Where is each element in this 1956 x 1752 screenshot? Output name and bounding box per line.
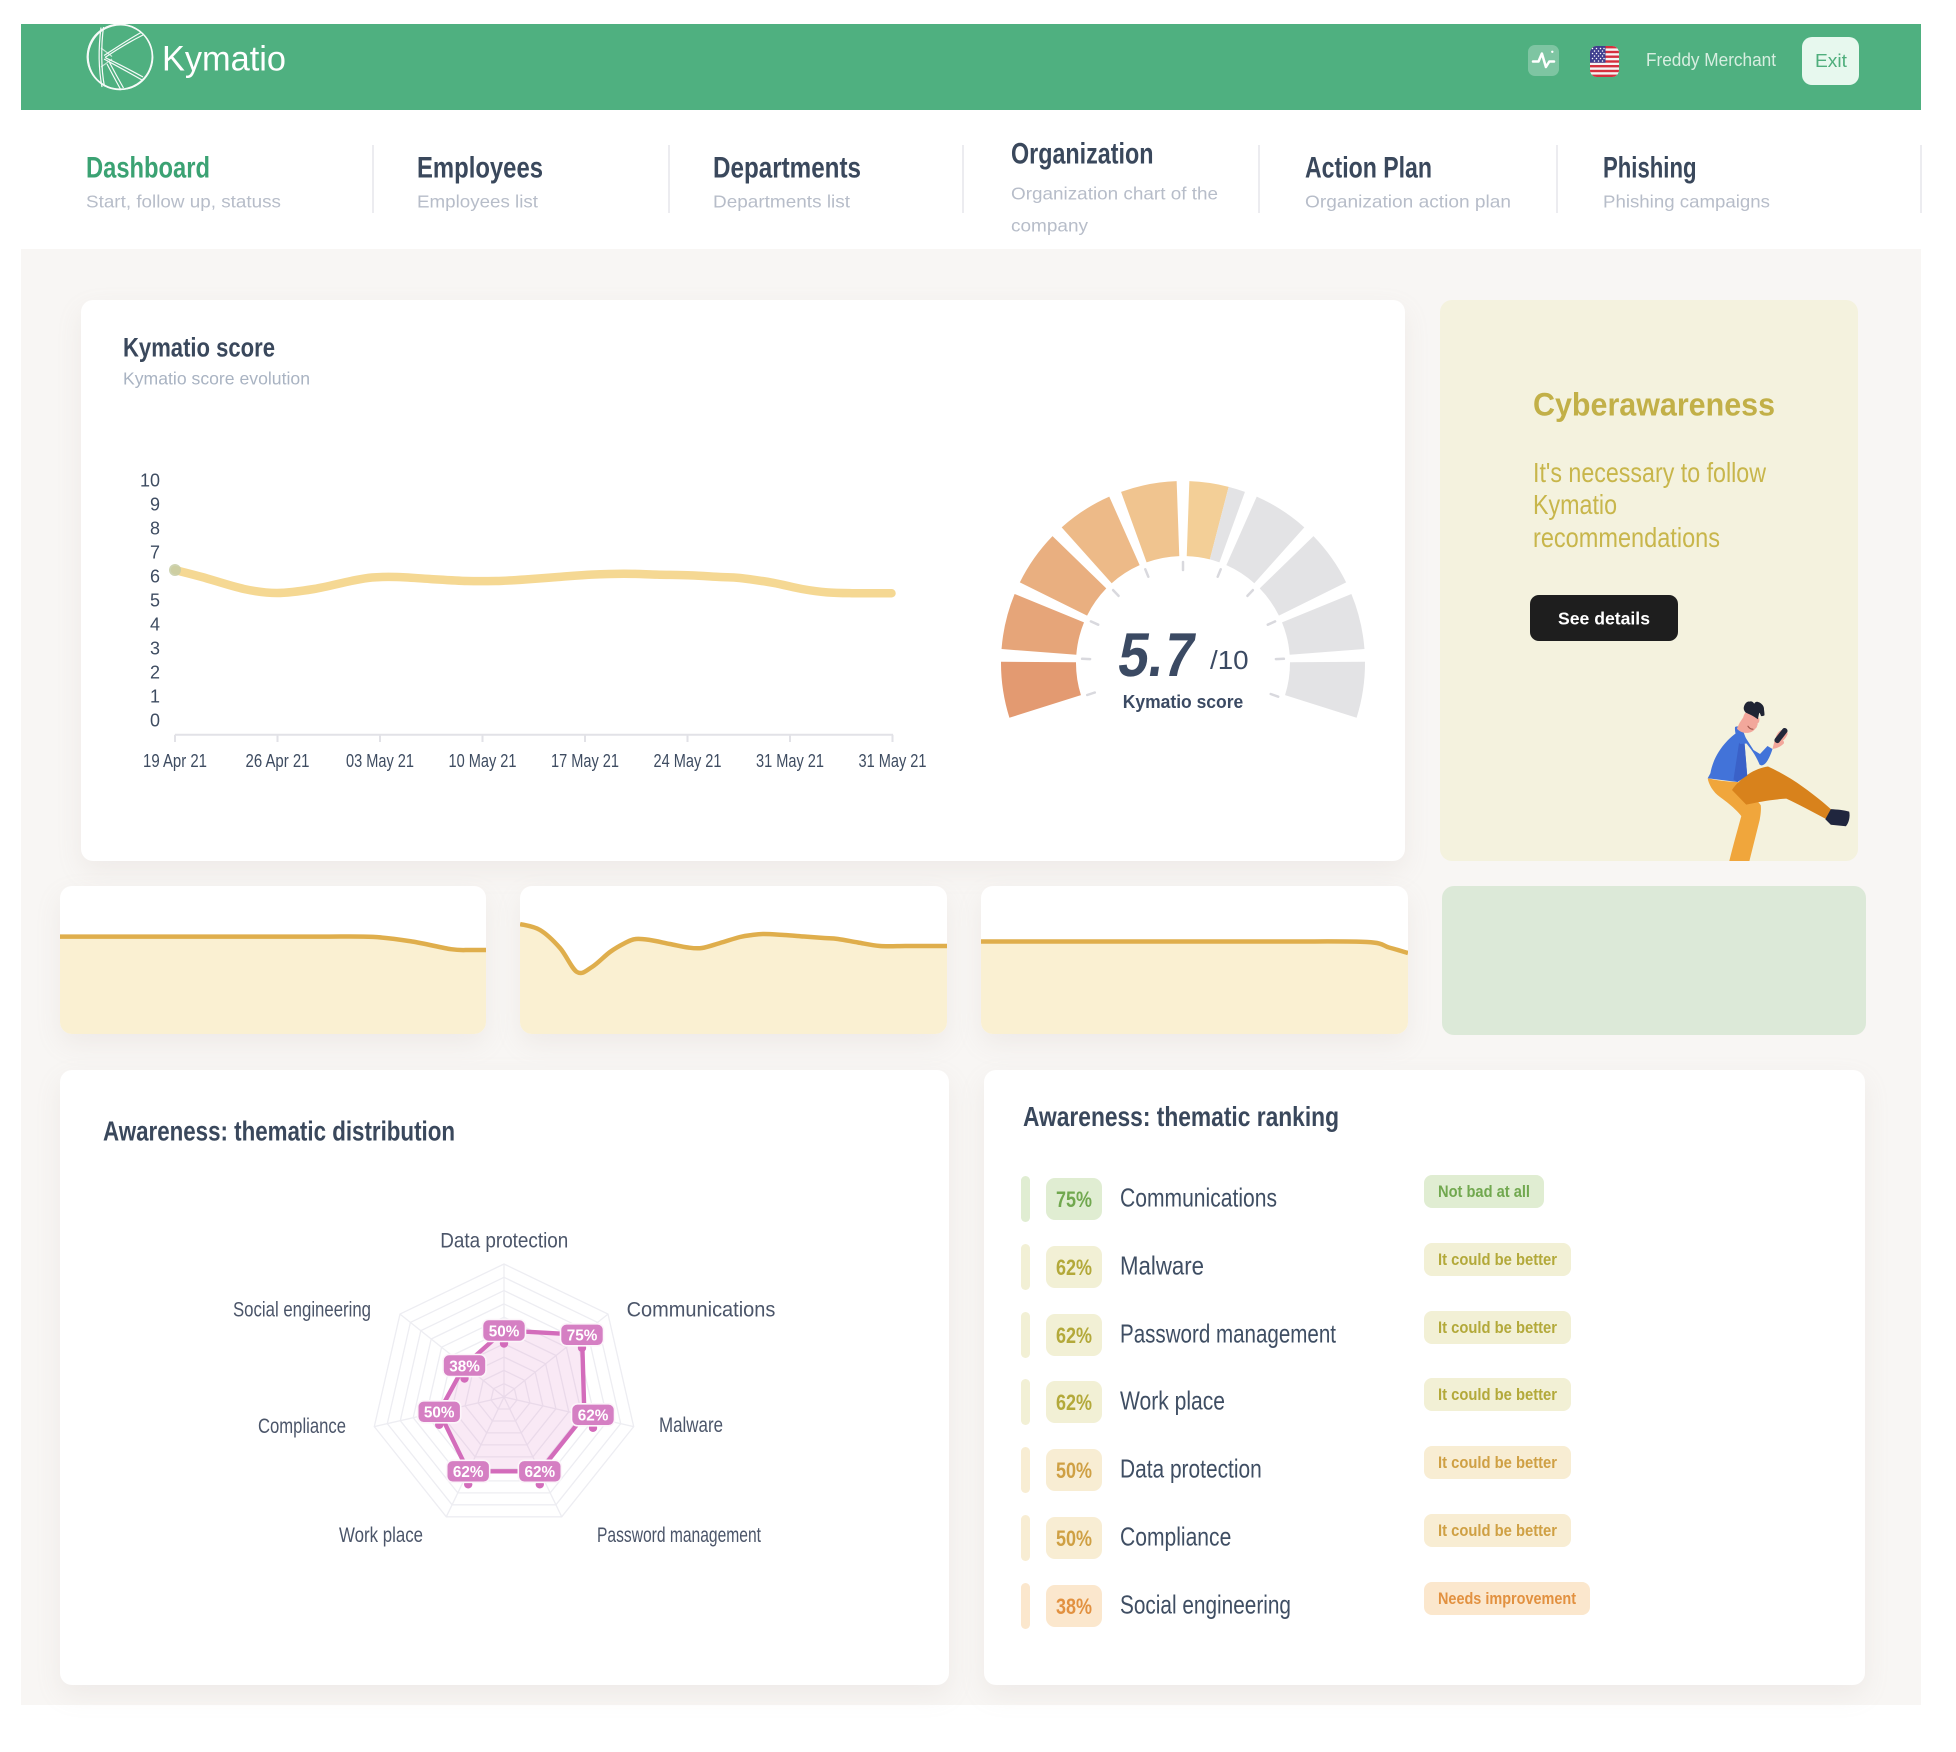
svg-text:38%: 38%	[1056, 1594, 1092, 1619]
svg-text:It could be better: It could be better	[1438, 1318, 1557, 1337]
svg-text:62%: 62%	[453, 1464, 484, 1481]
svg-text:Social engineering: Social engineering	[1120, 1590, 1291, 1620]
svg-text:company: company	[1011, 216, 1088, 236]
svg-text:31 May 21: 31 May 21	[756, 751, 824, 771]
svg-text:50%: 50%	[489, 1323, 520, 1340]
svg-text:Kymatio score: Kymatio score	[1123, 692, 1244, 712]
svg-text:26 Apr 21: 26 Apr 21	[246, 751, 310, 771]
svg-text:It could be better: It could be better	[1438, 1250, 1557, 1269]
svg-text:7: 7	[150, 542, 160, 562]
svg-text:Social engineering: Social engineering	[233, 1298, 371, 1321]
svg-text:19 Apr 21: 19 Apr 21	[143, 751, 207, 771]
svg-text:75%: 75%	[1056, 1187, 1092, 1212]
svg-text:Action Plan: Action Plan	[1305, 151, 1432, 184]
svg-text:Needs improvement: Needs improvement	[1438, 1589, 1576, 1608]
svg-text:Departments list: Departments list	[713, 191, 850, 211]
svg-text:62%: 62%	[1056, 1323, 1092, 1348]
svg-text:It's necessary to follow: It's necessary to follow	[1533, 457, 1766, 488]
svg-text:/10: /10	[1210, 647, 1249, 675]
svg-text:Data protection: Data protection	[1120, 1454, 1262, 1484]
svg-text:Departments: Departments	[713, 151, 861, 184]
svg-text:Compliance: Compliance	[1120, 1522, 1231, 1552]
svg-text:Kymatio score: Kymatio score	[123, 332, 275, 362]
svg-text:3: 3	[150, 638, 160, 658]
svg-text:Kymatio: Kymatio	[1533, 489, 1617, 520]
svg-text:Malware: Malware	[659, 1414, 723, 1437]
svg-text:Organization: Organization	[1011, 137, 1154, 170]
svg-text:Employees: Employees	[417, 151, 543, 184]
svg-text:75%: 75%	[567, 1328, 598, 1345]
svg-text:62%: 62%	[1056, 1390, 1092, 1415]
svg-text:5.7: 5.7	[1113, 621, 1200, 690]
svg-text:62%: 62%	[1056, 1255, 1092, 1280]
svg-text:6: 6	[150, 566, 160, 586]
svg-text:2: 2	[150, 662, 160, 682]
svg-text:Cyberawareness: Cyberawareness	[1533, 386, 1775, 423]
svg-text:Organization action plan: Organization action plan	[1305, 191, 1511, 211]
svg-text:Employees list: Employees list	[417, 191, 538, 211]
svg-text:62%: 62%	[525, 1464, 556, 1481]
svg-text:Exit: Exit	[1815, 50, 1847, 71]
svg-text:Work place: Work place	[1120, 1386, 1225, 1416]
svg-text:50%: 50%	[1056, 1526, 1092, 1551]
svg-text:Communications: Communications	[1120, 1183, 1277, 1213]
svg-text:10 May 21: 10 May 21	[449, 751, 517, 771]
svg-text:Work place: Work place	[339, 1524, 423, 1547]
svg-text:03 May 21: 03 May 21	[346, 751, 414, 771]
svg-text:Organization chart of the: Organization chart of the	[1011, 184, 1218, 204]
svg-text:50%: 50%	[1056, 1458, 1092, 1483]
svg-text:It could be better: It could be better	[1438, 1385, 1557, 1404]
svg-text:4: 4	[150, 614, 160, 634]
svg-text:38%: 38%	[449, 1358, 480, 1375]
svg-text:Password management: Password management	[1120, 1319, 1337, 1349]
svg-text:Awareness: thematic ranking: Awareness: thematic ranking	[1023, 1101, 1339, 1132]
svg-text:recommendations: recommendations	[1533, 522, 1720, 553]
svg-text:Kymatio: Kymatio	[162, 39, 286, 78]
svg-text:5: 5	[150, 590, 160, 610]
svg-text:Kymatio score evolution: Kymatio score evolution	[123, 369, 310, 389]
svg-text:Not bad at all: Not bad at all	[1438, 1182, 1530, 1201]
svg-text:See details: See details	[1558, 609, 1650, 629]
svg-text:Awareness: thematic distributi: Awareness: thematic distribution	[103, 1115, 455, 1146]
svg-text:10: 10	[140, 470, 160, 490]
svg-text:24 May 21: 24 May 21	[654, 751, 722, 771]
svg-text:It could be better: It could be better	[1438, 1521, 1557, 1540]
svg-text:Compliance: Compliance	[258, 1415, 346, 1438]
svg-text:Freddy Merchant: Freddy Merchant	[1646, 49, 1776, 70]
svg-text:Dashboard: Dashboard	[86, 151, 210, 184]
svg-text:31 May 21: 31 May 21	[859, 751, 927, 771]
svg-text:0: 0	[150, 710, 160, 730]
svg-text:Password management: Password management	[597, 1524, 761, 1547]
svg-text:Data protection: Data protection	[440, 1229, 568, 1252]
svg-text:62%: 62%	[578, 1408, 609, 1425]
svg-text:Phishing: Phishing	[1603, 151, 1697, 184]
svg-text:8: 8	[150, 518, 160, 538]
svg-text:50%: 50%	[424, 1405, 455, 1422]
svg-text:Malware: Malware	[1120, 1251, 1204, 1281]
svg-text:17 May 21: 17 May 21	[551, 751, 619, 771]
svg-text:Communications: Communications	[627, 1298, 776, 1321]
svg-text:1: 1	[150, 686, 160, 706]
svg-text:9: 9	[150, 494, 160, 514]
svg-text:Phishing campaigns: Phishing campaigns	[1603, 191, 1770, 211]
svg-text:It could be better: It could be better	[1438, 1453, 1557, 1472]
svg-text:Start, follow up, statuss: Start, follow up, statuss	[86, 191, 281, 211]
